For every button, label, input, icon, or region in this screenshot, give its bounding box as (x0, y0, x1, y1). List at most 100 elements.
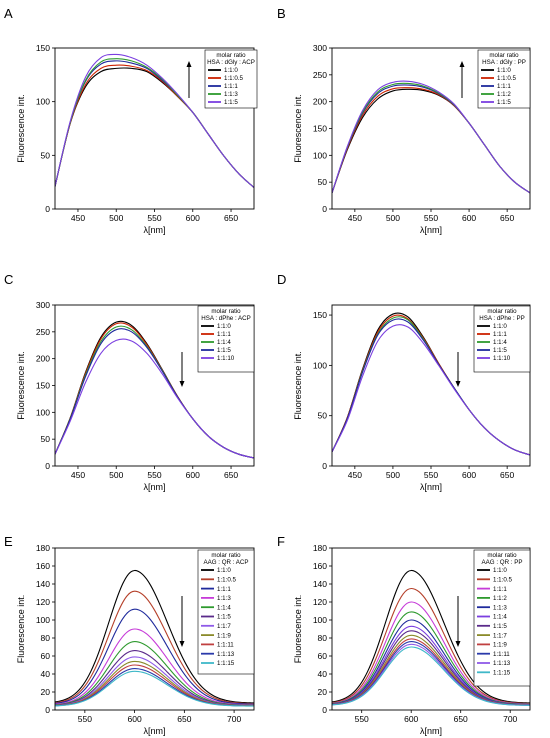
x-axis-label: λ[nm] (420, 482, 442, 492)
legend-entry: 1:1:0.5 (493, 577, 512, 584)
series-line (55, 670, 254, 707)
legend-entry: 1:1:0 (217, 567, 231, 574)
legend-entry: 1:1:3 (217, 595, 231, 602)
y-tick-label: 100 (36, 407, 50, 417)
panel-label: D (277, 272, 286, 287)
legend-title: HSA : dGly : PP (482, 59, 526, 66)
y-tick-label: 0 (45, 204, 50, 214)
y-tick-label: 20 (318, 687, 328, 697)
legend-title: molar ratio (487, 308, 517, 315)
panel-label: F (277, 534, 285, 549)
series-line (55, 590, 254, 705)
y-tick-label: 60 (41, 651, 51, 661)
x-tick-label: 500 (386, 213, 400, 223)
arrow-up-icon (459, 61, 465, 98)
legend-entry: 1:1:0 (493, 567, 507, 574)
x-tick-label: 650 (177, 714, 191, 724)
x-tick-label: 550 (78, 714, 92, 724)
x-tick-label: 550 (424, 470, 438, 480)
y-tick-label: 100 (36, 97, 50, 107)
panel-b: B 450 500 550 600 650 0 50 100 150 200 250 300 λ[nm] F… (277, 6, 531, 235)
y-tick-label: 100 (313, 360, 327, 370)
x-tick-label: 500 (386, 470, 400, 480)
x-tick-label: 600 (404, 714, 418, 724)
series-group (55, 569, 254, 707)
series-line (55, 608, 254, 705)
series-line (332, 646, 530, 706)
legend-title: molar ratio (216, 52, 246, 59)
legend-title: molar ratio (487, 552, 517, 559)
x-tick-label: 650 (224, 213, 238, 223)
x-tick-label: 500 (109, 213, 123, 223)
arrow-down-icon (179, 596, 185, 647)
x-tick-label: 450 (71, 470, 85, 480)
y-axis-label: Fluorescence int. (293, 94, 303, 163)
series-line (332, 601, 530, 705)
legend-entry: 1:1:2 (497, 91, 511, 98)
legend-entry: 1:1:13 (493, 660, 511, 667)
x-tick-label: 450 (71, 213, 85, 223)
legend-entry: 1:1:11 (493, 651, 510, 658)
y-tick-label: 180 (313, 543, 327, 553)
panel-label: A (4, 6, 13, 21)
y-tick-label: 50 (318, 411, 328, 421)
x-tick-label: 600 (462, 213, 476, 223)
legend-title: molar ratio (211, 552, 241, 559)
y-tick-label: 150 (36, 43, 50, 53)
legend-title: molar ratio (489, 52, 519, 59)
arrow-down-icon (179, 352, 185, 387)
y-tick-label: 40 (41, 669, 51, 679)
panel-a: A 450 500 550 600 650 0 50 100 150 λ[nm] Fluorescen… (4, 6, 258, 235)
y-tick-label: 100 (36, 615, 50, 625)
legend-title: AAG : QR : PP (482, 559, 523, 566)
x-tick-label: 550 (147, 213, 161, 223)
arrow-down-icon (455, 596, 461, 647)
y-axis-label: Fluorescence int. (16, 351, 26, 420)
x-tick-label: 650 (500, 470, 514, 480)
legend-entry: 1:1:0.5 (224, 75, 243, 82)
panel-e: E 550 600 650 700 0 20 40 60 80 100 120 140 160 180 λ[n… (4, 534, 255, 736)
legend-entry: 1:1:1 (217, 586, 231, 593)
y-tick-label: 120 (36, 597, 50, 607)
legend-entry: 1:1:4 (217, 604, 231, 611)
y-tick-label: 0 (45, 461, 50, 471)
legend-entry: 1:1:3 (224, 91, 238, 98)
x-axis-label: λ[nm] (420, 726, 442, 736)
legend-entry: 1:1:7 (217, 623, 231, 630)
panel-label: E (4, 534, 13, 549)
series-line (332, 587, 530, 705)
y-tick-label: 140 (36, 579, 50, 589)
y-tick-label: 250 (313, 70, 327, 80)
arrow-down-icon (455, 352, 461, 387)
y-tick-label: 150 (36, 381, 50, 391)
y-tick-label: 180 (36, 543, 50, 553)
y-tick-label: 80 (41, 633, 51, 643)
y-tick-label: 200 (36, 354, 50, 364)
x-tick-label: 650 (500, 213, 514, 223)
legend-entry: 1:1:0 (493, 323, 507, 330)
y-tick-label: 120 (313, 597, 327, 607)
series-line (332, 569, 530, 704)
series-line (55, 628, 254, 706)
x-axis-label: λ[nm] (143, 482, 165, 492)
legend-entry: 1:1:4 (217, 339, 231, 346)
y-tick-label: 160 (313, 561, 327, 571)
y-tick-label: 300 (36, 300, 50, 310)
x-axis-label: λ[nm] (143, 726, 165, 736)
legend-entry: 1:1:0 (217, 323, 231, 330)
panel-label: B (277, 6, 286, 21)
y-tick-label: 50 (41, 434, 51, 444)
x-tick-label: 600 (462, 470, 476, 480)
legend-entry: 1:1:5 (217, 614, 231, 621)
y-tick-label: 40 (318, 669, 328, 679)
legend-entry: 1:1:1 (217, 331, 231, 338)
legend-entry: 1:1:1 (224, 83, 238, 90)
y-tick-label: 250 (36, 327, 50, 337)
legend-entry: 1:1:2 (493, 595, 507, 602)
legend-entry: 1:1:13 (217, 651, 235, 658)
y-axis-label: Fluorescence int. (16, 94, 26, 163)
